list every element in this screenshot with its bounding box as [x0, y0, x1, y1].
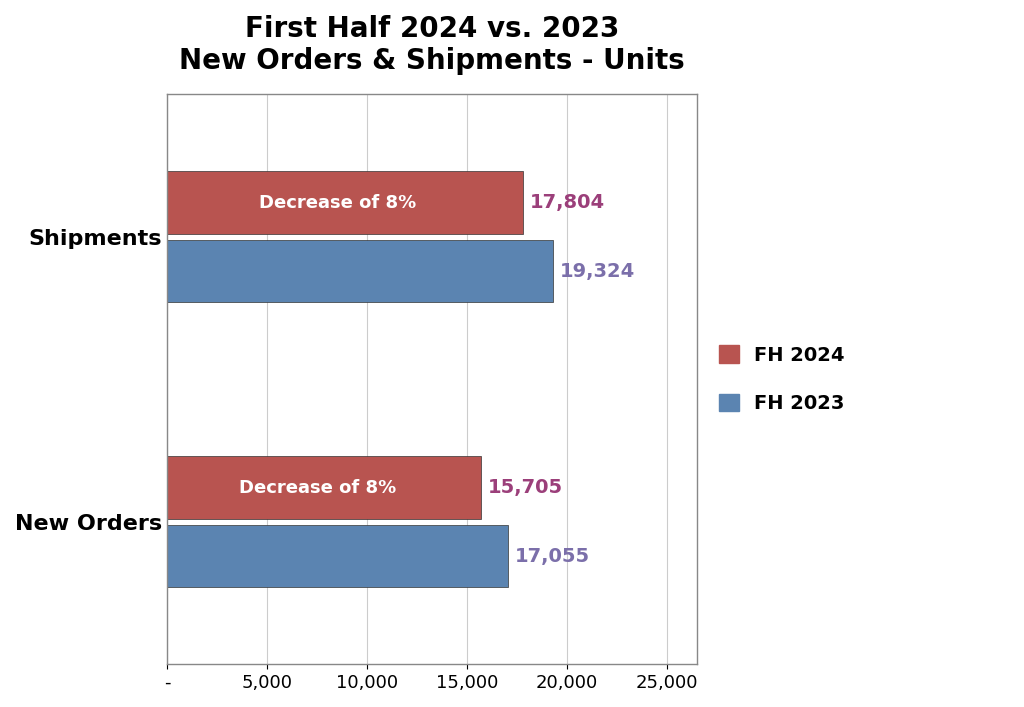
- Text: 17,804: 17,804: [529, 193, 605, 212]
- Text: Decrease of 8%: Decrease of 8%: [259, 194, 417, 211]
- Text: Decrease of 8%: Decrease of 8%: [239, 479, 396, 496]
- Bar: [167, 525, 508, 588]
- Text: 15,705: 15,705: [487, 478, 563, 497]
- Bar: [167, 456, 481, 519]
- Bar: [167, 240, 553, 303]
- Legend: FH 2024, FH 2023: FH 2024, FH 2023: [712, 338, 853, 421]
- Text: 19,324: 19,324: [560, 262, 636, 281]
- Title: First Half 2024 vs. 2023
New Orders & Shipments - Units: First Half 2024 vs. 2023 New Orders & Sh…: [179, 15, 685, 76]
- Bar: [167, 171, 523, 234]
- Text: 17,055: 17,055: [515, 547, 590, 566]
